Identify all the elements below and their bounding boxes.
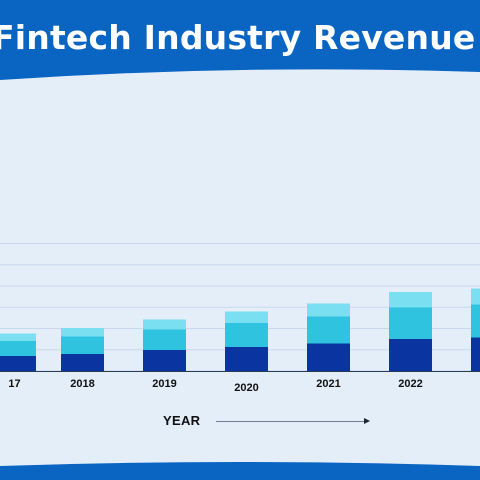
x-tick-labels: 17 2018 2019 2020 2021 2022 xyxy=(8,378,422,394)
bar-segment-bottom xyxy=(225,347,268,371)
bar-segment-top xyxy=(307,303,350,317)
x-tick-label: 2018 xyxy=(70,378,94,390)
x-tick-label: 17 xyxy=(8,378,20,390)
bar-segment-middle xyxy=(0,341,36,356)
footer-banner xyxy=(0,462,480,480)
bar-segment-bottom xyxy=(143,350,186,371)
x-tick-label: 2022 xyxy=(398,378,422,390)
bar-segment-middle xyxy=(61,336,104,354)
bar-segment-top xyxy=(61,328,104,337)
bar-segment-top xyxy=(225,311,268,323)
bar-segment-bottom xyxy=(307,343,350,371)
bar-segment-middle xyxy=(471,304,480,338)
bar-segment-bottom xyxy=(0,356,36,371)
x-axis-arrow-icon xyxy=(216,418,370,424)
chart-title: Fintech Industry Revenue xyxy=(0,18,476,57)
x-tick-label: 2021 xyxy=(316,378,340,390)
x-tick-label: 2020 xyxy=(234,382,258,394)
bar-segment-top xyxy=(389,292,432,308)
bar-segment-bottom xyxy=(61,354,104,371)
title-banner xyxy=(0,0,480,80)
bar-segment-middle xyxy=(307,316,350,344)
bar-segment-bottom xyxy=(471,337,480,371)
bar-stacks xyxy=(0,288,480,371)
bar-segment-middle xyxy=(143,329,186,350)
x-axis-label: YEAR xyxy=(163,413,201,428)
bar-segment-top xyxy=(143,319,186,330)
bar-segment-middle xyxy=(389,307,432,339)
bar-segment-middle xyxy=(225,323,268,347)
bar-segment-top xyxy=(0,333,36,341)
x-tick-label: 2019 xyxy=(152,378,176,390)
bar-segment-bottom xyxy=(389,339,432,371)
bar-segment-top xyxy=(471,288,480,305)
